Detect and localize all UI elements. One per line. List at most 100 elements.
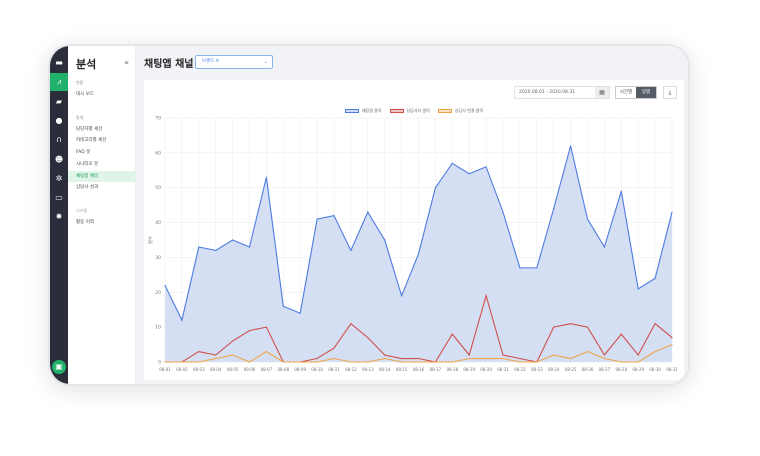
brand-dropdown[interactable]: 브랜드 A ⌄ <box>195 55 273 69</box>
data-point <box>519 361 521 363</box>
data-point <box>553 354 555 356</box>
data-point <box>198 361 200 363</box>
x-tick-label: 08-03 <box>193 367 205 372</box>
y-tick-label: 10 <box>155 325 161 331</box>
sidebar-item[interactable]: 담당자별 세션 <box>76 126 103 132</box>
data-point <box>468 354 470 356</box>
sidebar: 분석 « 현황 대시 보드 통계 담당자별 세션 카테고리별 세션 FAQ 봇 시나리오 봇… <box>68 46 136 384</box>
y-tick-label: 60 <box>155 150 161 156</box>
data-point <box>603 246 605 248</box>
monitor-icon[interactable]: ▭ <box>55 193 63 203</box>
legend-label: 상담사 연결 클릭 <box>454 108 484 113</box>
data-point <box>553 326 555 328</box>
legend-swatch <box>437 109 452 113</box>
data-point <box>248 330 251 332</box>
data-point <box>417 357 420 360</box>
data-point <box>248 361 251 363</box>
data-point <box>401 357 403 360</box>
x-tick-label: 08-09 <box>294 367 306 372</box>
data-point <box>671 337 673 339</box>
legend-label: 상담사지 클릭 <box>406 108 430 113</box>
users-icon[interactable]: ● <box>55 115 63 125</box>
data-point <box>198 246 200 248</box>
download-icon[interactable]: ⤓ <box>663 86 677 99</box>
data-point <box>215 249 217 252</box>
headset-icon[interactable]: ∩ <box>56 135 62 145</box>
y-tick-label: 30 <box>155 255 161 261</box>
data-point <box>485 357 487 360</box>
data-point <box>570 323 572 325</box>
x-tick-label: 08-17 <box>430 367 442 372</box>
page-title: 채팅앱 채널 <box>144 59 194 70</box>
chat-bubble-icon[interactable]: ▣ <box>52 360 66 374</box>
data-point <box>316 357 318 360</box>
x-tick-label: 08-14 <box>379 367 391 372</box>
data-point <box>181 319 183 321</box>
data-point <box>586 218 589 220</box>
sidebar-section-label: 통계 <box>76 114 84 120</box>
data-point <box>570 357 572 360</box>
sidebar-item[interactable]: 대시 보드 <box>76 92 94 97</box>
x-tick-label: 08-31 <box>666 367 678 372</box>
x-tick-label: 08-15 <box>396 367 408 372</box>
chat-icon[interactable]: ▬ <box>55 58 63 67</box>
daily-button[interactable]: 일별 <box>636 87 656 98</box>
x-tick-label: 08-20 <box>480 367 492 372</box>
chart-card: 2020.08.01 - 2020.08.31 ▦ 시간별 일별 ⤓ 채팅앱 클릭… <box>144 80 684 380</box>
chart-legend: 채팅앱 클릭 상담사지 클릭 상담사 연결 클릭 <box>144 108 684 114</box>
analytics-icon[interactable]: ⩘ <box>50 73 68 92</box>
x-tick-label: 08-10 <box>311 367 323 372</box>
bot-icon[interactable]: ☻ <box>54 154 64 164</box>
y-tick-label: 0 <box>158 360 161 366</box>
data-point <box>637 354 639 356</box>
data-point <box>654 277 656 279</box>
data-point <box>485 295 487 297</box>
sidebar-item[interactable]: FAQ 봇 <box>76 150 91 156</box>
y-tick-label: 50 <box>155 185 161 191</box>
data-point <box>181 361 183 363</box>
legend-swatch <box>389 109 404 113</box>
collapse-icon[interactable]: « <box>124 58 129 67</box>
data-point <box>620 361 622 363</box>
data-point <box>232 239 234 241</box>
sidebar-item[interactable]: 상담사 성과 <box>76 185 99 191</box>
data-point <box>350 323 352 325</box>
data-point <box>265 350 267 353</box>
data-point <box>468 357 470 360</box>
y-tick-label: 40 <box>155 220 161 226</box>
sidebar-item[interactable]: 활동 이력 <box>76 219 94 225</box>
data-point <box>637 361 639 363</box>
data-point <box>536 267 538 269</box>
x-tick-label: 08-22 <box>514 367 526 372</box>
sidebar-item[interactable]: 시나리오 봇 <box>76 161 99 167</box>
data-point <box>620 190 622 192</box>
granularity-toggle: 시간별 일별 <box>615 86 657 99</box>
calendar-icon[interactable]: ▦ <box>595 87 609 98</box>
hourly-button[interactable]: 시간별 <box>619 90 633 95</box>
legend-item[interactable]: 채팅앱 클릭 <box>344 108 382 114</box>
sidebar-title: 분석 <box>76 58 97 71</box>
data-point <box>232 340 234 342</box>
data-point <box>333 215 335 217</box>
legend-item[interactable]: 상담사지 클릭 <box>389 108 430 114</box>
x-tick-label: 08-30 <box>649 367 661 372</box>
folder-icon[interactable]: ▰ <box>55 96 63 106</box>
settings-spark-icon[interactable]: ✲ <box>55 173 63 183</box>
sidebar-item[interactable]: 카테고리별 세션 <box>76 138 107 144</box>
data-point <box>451 333 453 335</box>
date-range-input[interactable]: 2020.08.01 - 2020.08.31 ▦ <box>514 86 610 99</box>
sidebar-item[interactable]: 채팅앱 채널 <box>68 170 136 182</box>
data-point <box>265 326 267 328</box>
gear-icon[interactable]: ✹ <box>55 212 63 222</box>
legend-item[interactable]: 상담사 연결 클릭 <box>437 108 484 114</box>
data-point <box>637 288 639 290</box>
data-point <box>164 284 166 286</box>
data-point <box>451 162 453 164</box>
x-tick-label: 08-19 <box>463 367 475 372</box>
x-tick-label: 08-05 <box>227 367 239 372</box>
data-point <box>451 361 453 363</box>
data-point <box>553 208 555 210</box>
data-point <box>401 361 403 363</box>
sidebar-section-label: 시스템 <box>76 207 88 213</box>
data-point <box>536 361 538 363</box>
